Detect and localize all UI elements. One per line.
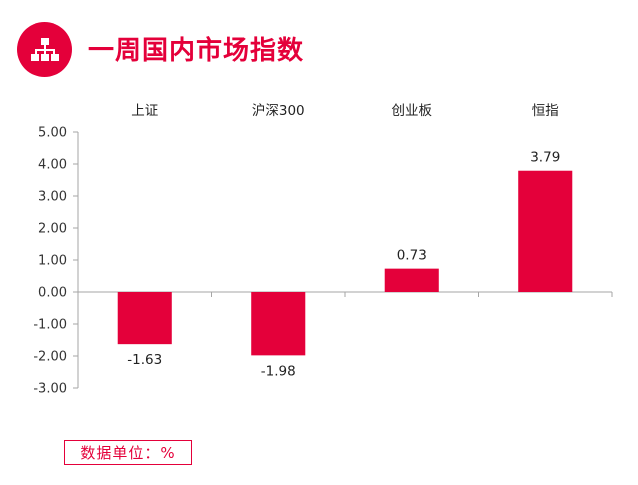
header-icon-badge [17,22,72,77]
y-tick-label: 4.00 [38,158,67,173]
y-tick-label: -2.00 [33,350,67,365]
y-tick-label: 2.00 [38,222,67,237]
data-label: -1.63 [127,352,162,368]
y-tick-label: 0.00 [38,286,67,301]
data-label: -1.98 [261,363,296,379]
bar-2 [251,292,306,356]
category-label: 沪深300 [252,103,305,119]
bar-1 [117,292,172,345]
bar-3 [384,268,439,292]
y-tick-label: 1.00 [38,254,67,269]
category-label: 创业板 [392,103,433,119]
y-tick-label: -3.00 [33,382,67,397]
y-tick-label: 5.00 [38,126,67,141]
bar-4 [518,170,573,292]
data-label: 3.79 [530,150,560,166]
y-tick-label: -1.00 [33,318,67,333]
data-label: 0.73 [397,248,427,264]
category-label: 上证 [131,103,158,119]
page-title: 一周国内市场指数 [88,36,305,66]
unit-note: 数据单位：% [64,440,192,465]
y-tick-label: 3.00 [38,190,67,205]
category-label: 恒指 [532,103,559,119]
org-chart-icon [30,37,59,61]
